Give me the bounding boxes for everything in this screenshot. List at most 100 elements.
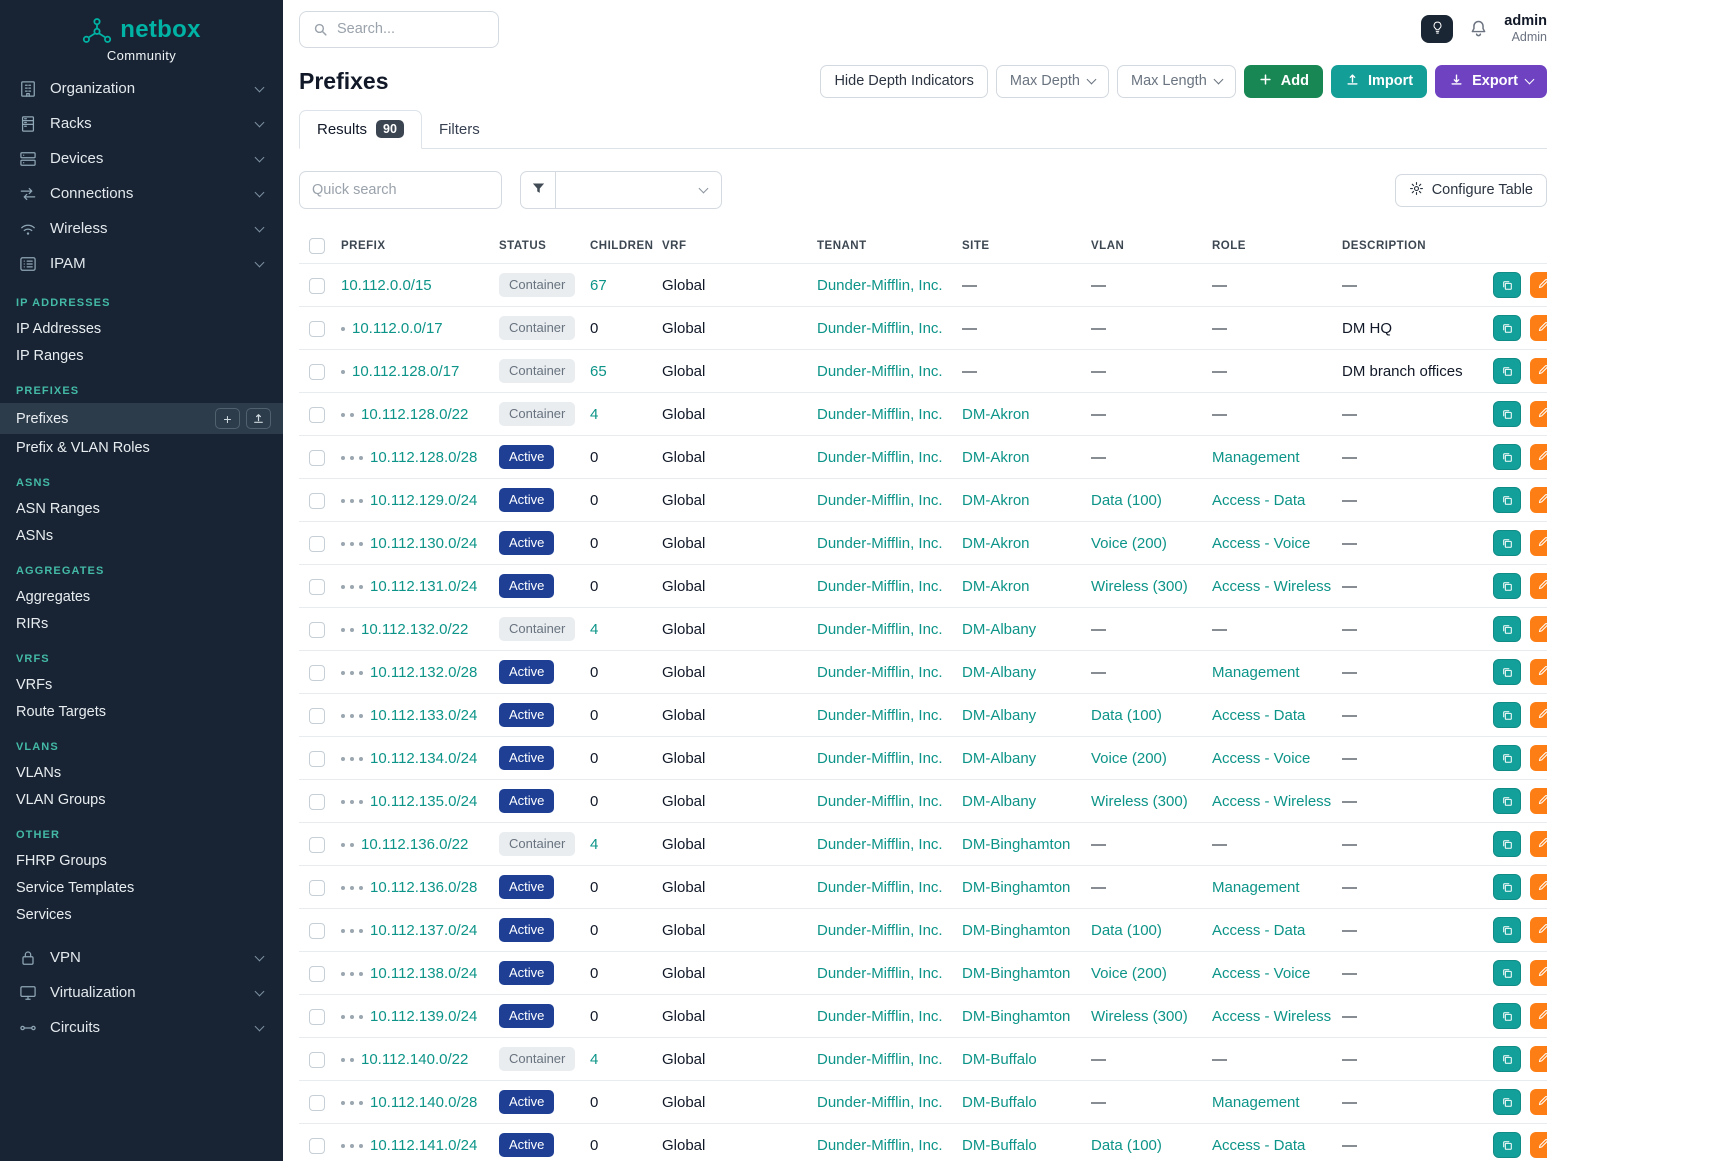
row-checkbox[interactable] (309, 277, 325, 294)
edit-button-group[interactable] (1530, 659, 1547, 685)
vlan-link[interactable]: Data (100) (1091, 1136, 1162, 1154)
site-link[interactable]: DM-Akron (962, 534, 1030, 552)
brand-name[interactable]: netbox (120, 16, 201, 43)
role-link[interactable]: Access - Data (1212, 491, 1306, 509)
column-header-tenant[interactable]: TENANT (817, 240, 867, 252)
notifications-bell-icon[interactable] (1468, 18, 1489, 39)
row-checkbox[interactable] (309, 621, 325, 638)
clone-button[interactable] (1493, 960, 1521, 986)
prefix-link[interactable]: 10.112.131.0/24 (370, 577, 478, 595)
site-link[interactable]: DM-Albany (962, 620, 1037, 638)
sidebar-item-aggregates[interactable]: Aggregates + (0, 583, 283, 610)
prefix-link[interactable]: 10.112.0.0/15 (341, 276, 432, 294)
sidebar-item-prefix-vlan-roles[interactable]: Prefix & VLAN Roles + (0, 434, 283, 461)
sidebar-item-prefixes[interactable]: Prefixes + (0, 403, 283, 434)
tenant-link[interactable]: Dunder-Mifflin, Inc. (817, 362, 943, 380)
prefix-link[interactable]: 10.112.141.0/24 (370, 1136, 478, 1154)
site-link[interactable]: DM-Akron (962, 577, 1030, 595)
edit-button[interactable] (1530, 831, 1547, 857)
edit-button-group[interactable] (1530, 401, 1547, 427)
sidebar-item-vpn[interactable]: VPN (0, 940, 283, 975)
sidebar-item-ip-addresses[interactable]: IP Addresses + (0, 315, 283, 342)
edit-button[interactable] (1530, 358, 1547, 384)
site-link[interactable]: DM-Albany (962, 749, 1037, 767)
edit-button-group[interactable] (1530, 358, 1547, 384)
edit-button[interactable] (1530, 1089, 1547, 1115)
edit-button-group[interactable] (1530, 874, 1547, 900)
edit-button[interactable] (1530, 401, 1547, 427)
tenant-link[interactable]: Dunder-Mifflin, Inc. (817, 878, 943, 896)
edit-button-group[interactable] (1530, 272, 1547, 298)
prefix-link[interactable]: 10.112.0.0/17 (352, 319, 443, 337)
edit-button-group[interactable] (1530, 1089, 1547, 1115)
row-checkbox[interactable] (309, 879, 325, 896)
sidebar-item-vlans[interactable]: VLANs + (0, 759, 283, 786)
edit-button-group[interactable] (1530, 745, 1547, 771)
role-link[interactable]: Management (1212, 448, 1300, 466)
role-link[interactable]: Access - Voice (1212, 964, 1311, 982)
tab-results[interactable]: Results 90 (299, 110, 422, 149)
children-link[interactable]: 67 (590, 276, 607, 294)
max-depth-dropdown[interactable]: Max Depth (995, 64, 1109, 98)
prefix-link[interactable]: 10.112.140.0/28 (370, 1093, 478, 1111)
row-checkbox[interactable] (309, 750, 325, 767)
prefix-link[interactable]: 10.112.139.0/24 (370, 1007, 478, 1025)
clone-button[interactable] (1493, 1003, 1521, 1029)
site-link[interactable]: DM-Binghamton (962, 878, 1071, 896)
edit-button-group[interactable] (1530, 1132, 1547, 1158)
vlan-link[interactable]: Wireless (300) (1091, 792, 1188, 810)
tenant-link[interactable]: Dunder-Mifflin, Inc. (817, 319, 943, 337)
role-link[interactable]: Access - Data (1212, 921, 1306, 939)
clone-button[interactable] (1493, 530, 1521, 556)
role-link[interactable]: Management (1212, 878, 1300, 896)
quick-import-button[interactable] (246, 408, 271, 429)
children-link[interactable]: 65 (590, 362, 607, 380)
prefix-link[interactable]: 10.112.136.0/28 (370, 878, 478, 896)
tenant-link[interactable]: Dunder-Mifflin, Inc. (817, 577, 943, 595)
edit-button-group[interactable] (1530, 960, 1547, 986)
clone-button[interactable] (1493, 1089, 1521, 1115)
edit-button[interactable] (1530, 745, 1547, 771)
edit-button[interactable] (1530, 315, 1547, 341)
site-link[interactable]: DM-Binghamton (962, 835, 1071, 853)
clone-button[interactable] (1493, 487, 1521, 513)
edit-button-group[interactable] (1530, 1046, 1547, 1072)
prefix-link[interactable]: 10.112.136.0/22 (361, 835, 469, 853)
prefix-link[interactable]: 10.112.135.0/24 (370, 792, 478, 810)
site-link[interactable]: DM-Buffalo (962, 1093, 1037, 1111)
tenant-link[interactable]: Dunder-Mifflin, Inc. (817, 792, 943, 810)
prefix-link[interactable]: 10.112.133.0/24 (370, 706, 478, 724)
sidebar-item-ipam[interactable]: IPAM (0, 246, 283, 281)
sidebar-item-devices[interactable]: Devices (0, 141, 283, 176)
site-link[interactable]: DM-Binghamton (962, 921, 1071, 939)
site-link[interactable]: DM-Binghamton (962, 1007, 1071, 1025)
prefix-link[interactable]: 10.112.128.0/17 (352, 362, 460, 380)
sidebar-item-service-templates[interactable]: Service Templates + (0, 874, 283, 901)
edit-button-group[interactable] (1530, 487, 1547, 513)
sidebar-item-vlan-groups[interactable]: VLAN Groups + (0, 786, 283, 813)
site-link[interactable]: DM-Akron (962, 491, 1030, 509)
tenant-link[interactable]: Dunder-Mifflin, Inc. (817, 405, 943, 423)
edit-button-group[interactable] (1530, 573, 1547, 599)
vlan-link[interactable]: Voice (200) (1091, 964, 1167, 982)
row-checkbox[interactable] (309, 965, 325, 982)
column-header-site[interactable]: SITE (962, 240, 990, 252)
quick-add-button[interactable]: + (215, 408, 240, 429)
column-header-children[interactable]: CHILDREN (590, 240, 654, 252)
edit-button-group[interactable] (1530, 530, 1547, 556)
edit-button[interactable] (1530, 659, 1547, 685)
sidebar-item-route-targets[interactable]: Route Targets + (0, 698, 283, 725)
quick-search-input[interactable] (299, 171, 502, 209)
vlan-link[interactable]: Data (100) (1091, 491, 1162, 509)
vlan-link[interactable]: Data (100) (1091, 921, 1162, 939)
site-link[interactable]: DM-Albany (962, 792, 1037, 810)
role-link[interactable]: Access - Wireless (1212, 577, 1332, 595)
site-link[interactable]: DM-Akron (962, 405, 1030, 423)
site-link[interactable]: DM-Buffalo (962, 1050, 1037, 1068)
filter-button[interactable] (520, 171, 556, 209)
tenant-link[interactable]: Dunder-Mifflin, Inc. (817, 964, 943, 982)
edit-button[interactable] (1530, 874, 1547, 900)
clone-button[interactable] (1493, 745, 1521, 771)
sidebar-item-virtualization[interactable]: Virtualization (0, 975, 283, 1010)
children-link[interactable]: 4 (590, 405, 599, 423)
